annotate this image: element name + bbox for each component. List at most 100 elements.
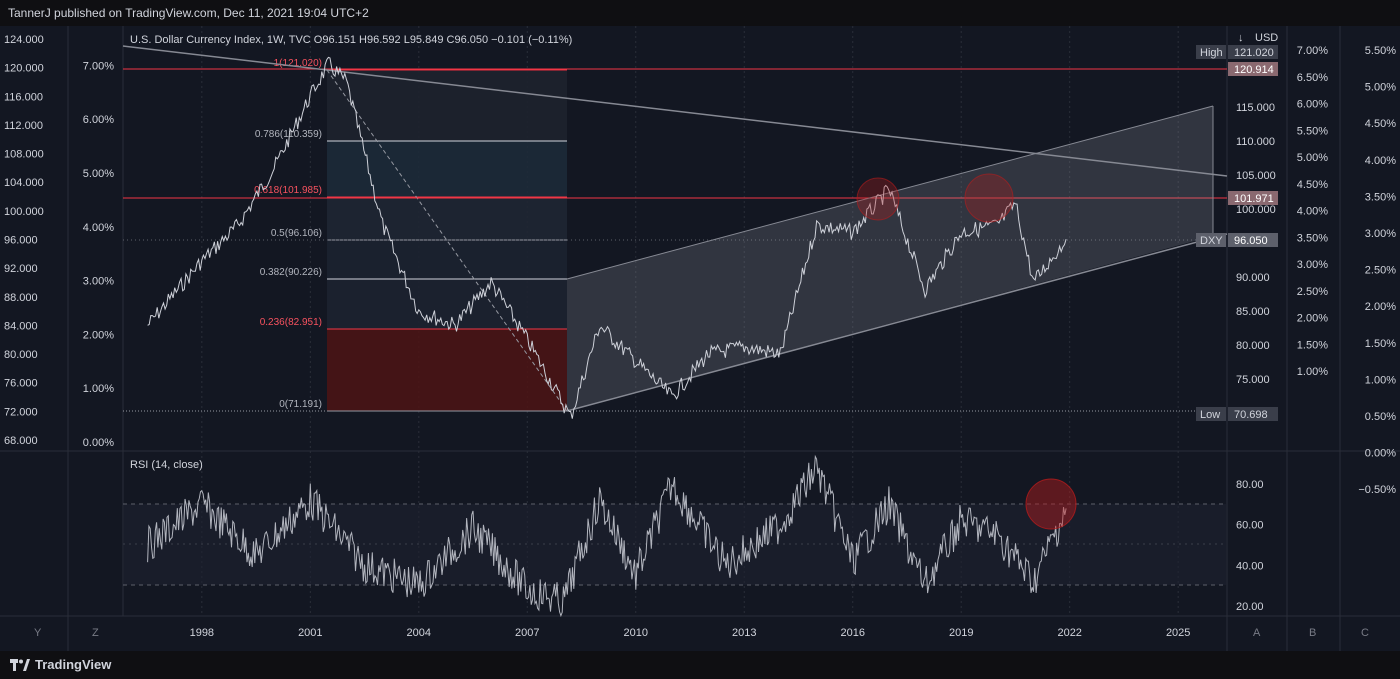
right-tick-label: 85.000 bbox=[1236, 306, 1270, 318]
left-tick-label: 100.000 bbox=[4, 206, 44, 218]
fib-label: 0.786(110.359) bbox=[255, 129, 322, 140]
fib-zone-lower bbox=[327, 279, 567, 329]
scale-y-button[interactable]: Y bbox=[34, 627, 42, 639]
right-pct2-label: 1.00% bbox=[1365, 374, 1396, 386]
time-tick-label: 2016 bbox=[840, 627, 864, 639]
right-pct2-label: 3.00% bbox=[1365, 228, 1396, 240]
auto-scale-button[interactable]: A bbox=[1253, 627, 1261, 639]
rsi-legend: RSI (14, close) bbox=[130, 459, 203, 471]
left-tick-label: 92.000 bbox=[4, 263, 38, 275]
left-tick-label: 112.000 bbox=[4, 120, 43, 132]
svg-text:96.050: 96.050 bbox=[1234, 235, 1268, 247]
high-tag: High 121.020 bbox=[1196, 45, 1278, 59]
fib-retracement: 1(121.020) 0.786(110.359) 0.618(101.985) 0.… bbox=[254, 58, 568, 412]
fib-label: 0(71.191) bbox=[279, 399, 322, 410]
fib-price-tag: 101.971 bbox=[1228, 191, 1278, 205]
chart-canvas[interactable]: 1(121.020) 0.786(110.359) 0.618(101.985) 0.… bbox=[0, 26, 1400, 651]
rsi-tick-label: 40.00 bbox=[1236, 560, 1264, 572]
scale-b-button[interactable]: B bbox=[1309, 627, 1316, 639]
right-percent-axis-1: 7.00% 6.50% 6.00% 5.50% 5.00% 4.50% 4.00% 3.50%… bbox=[1297, 45, 1328, 378]
fib-zone-bottom bbox=[327, 329, 567, 411]
rsi-axis: 80.00 60.00 40.00 20.00 bbox=[1236, 479, 1264, 613]
right-pct2-label: 3.50% bbox=[1365, 191, 1396, 203]
right-pct2-label: 2.50% bbox=[1365, 265, 1396, 277]
rising-channel bbox=[566, 105, 1228, 412]
scale-c-button[interactable]: C bbox=[1361, 627, 1369, 639]
left-price-axis: 124.000 120.000 116.000 112.000 108.000 104.0… bbox=[4, 34, 44, 447]
line-price-tag: 120.914 bbox=[1228, 62, 1278, 76]
rsi-highlight-circle bbox=[1025, 478, 1077, 530]
right-pct2-label: 0.00% bbox=[1365, 448, 1396, 460]
fib-label: 0.5(96.106) bbox=[271, 228, 322, 239]
right-tick-label: 75.000 bbox=[1236, 374, 1270, 386]
right-percent-axis-2: 5.50% 5.00% 4.50% 4.00% 3.50% 3.00% 2.50% 2.00%… bbox=[1358, 45, 1396, 496]
right-pct2-label: −0.50% bbox=[1358, 484, 1396, 496]
left-tick-label: 80.000 bbox=[4, 349, 38, 361]
left-tick-label: 104.000 bbox=[4, 177, 44, 189]
descending-trendline bbox=[122, 45, 1228, 177]
right-pct-label: 5.50% bbox=[1297, 125, 1328, 137]
tradingview-brand[interactable]: TradingView bbox=[10, 657, 111, 672]
left-pct-label: 0.00% bbox=[83, 437, 114, 449]
time-axis[interactable]: 1998 2001 2004 2007 2010 2013 2016 2019 2022 2025 bbox=[190, 627, 1191, 639]
right-tick-label: 105.000 bbox=[1236, 170, 1276, 182]
main-legend: U.S. Dollar Currency Index, 1W, TVC O96.… bbox=[130, 34, 572, 46]
time-tick-label: 2025 bbox=[1166, 627, 1190, 639]
svg-text:101.971: 101.971 bbox=[1234, 193, 1274, 205]
tradingview-logo-icon bbox=[10, 658, 30, 671]
right-tick-label: 115.000 bbox=[1236, 102, 1275, 114]
rsi-tick-label: 20.00 bbox=[1236, 601, 1264, 613]
scale-z-button[interactable]: Z bbox=[92, 627, 99, 639]
time-tick-label: 2013 bbox=[732, 627, 756, 639]
left-tick-label: 108.000 bbox=[4, 149, 44, 161]
left-tick-label: 124.000 bbox=[4, 34, 44, 46]
right-tick-label: 100.000 bbox=[1236, 204, 1276, 216]
fib-label: 1(121.020) bbox=[274, 58, 322, 69]
left-tick-label: 116.000 bbox=[4, 91, 43, 103]
time-tick-label: 2010 bbox=[624, 627, 648, 639]
right-pct2-label: 5.50% bbox=[1365, 45, 1396, 57]
fib-label: 0.382(90.226) bbox=[260, 267, 322, 278]
currency-label[interactable]: USD bbox=[1255, 32, 1278, 44]
right-pct-label: 2.50% bbox=[1297, 286, 1328, 298]
svg-text:DXY: DXY bbox=[1200, 235, 1223, 247]
left-pct-label: 1.00% bbox=[83, 383, 114, 395]
highlight-circle-2017 bbox=[856, 177, 900, 221]
rsi-pane bbox=[123, 454, 1227, 618]
right-pct2-label: 0.50% bbox=[1365, 411, 1396, 423]
left-pct-label: 4.00% bbox=[83, 222, 114, 234]
left-pct-label: 7.00% bbox=[83, 60, 114, 72]
footer-bar: TradingView bbox=[0, 651, 1400, 679]
right-price-axis[interactable]: 115.000110.000105.000100.00095.00090.000… bbox=[1236, 102, 1276, 386]
fib-zone-mid2 bbox=[327, 240, 567, 279]
dropdown-icon[interactable]: ↓ bbox=[1238, 32, 1244, 44]
right-pct-label: 5.00% bbox=[1297, 152, 1328, 164]
left-tick-label: 84.000 bbox=[4, 320, 38, 332]
left-percent-axis: 7.00% 6.00% 5.00% 4.00% 3.00% 2.00% 1.00% 0.00% bbox=[83, 60, 114, 449]
publish-info: TannerJ published on TradingView.com, De… bbox=[8, 6, 369, 20]
axis-separators bbox=[0, 26, 1400, 651]
symbol-price-tag: DXY 96.050 bbox=[1196, 233, 1278, 247]
left-pct-label: 5.00% bbox=[83, 168, 114, 180]
publish-header: TannerJ published on TradingView.com, De… bbox=[0, 0, 1400, 26]
fib-zone-top bbox=[327, 71, 567, 141]
svg-text:Low: Low bbox=[1200, 409, 1220, 421]
left-tick-label: 120.000 bbox=[4, 63, 44, 75]
left-pct-label: 2.00% bbox=[83, 329, 114, 341]
right-tick-label: 80.000 bbox=[1236, 340, 1270, 352]
right-tick-label: 110.000 bbox=[1236, 136, 1275, 148]
highlight-circle-2020 bbox=[964, 173, 1014, 223]
svg-text:120.914: 120.914 bbox=[1234, 64, 1274, 76]
time-tick-label: 2004 bbox=[407, 627, 431, 639]
time-tick-label: 1998 bbox=[190, 627, 214, 639]
left-tick-label: 96.000 bbox=[4, 235, 38, 247]
right-pct-label: 4.50% bbox=[1297, 179, 1328, 191]
svg-text:121.020: 121.020 bbox=[1234, 47, 1274, 59]
price-series bbox=[147, 56, 1067, 419]
right-pct-label: 1.00% bbox=[1297, 366, 1328, 378]
svg-text:High: High bbox=[1200, 47, 1223, 59]
right-pct-label: 3.00% bbox=[1297, 259, 1328, 271]
time-tick-label: 2007 bbox=[515, 627, 539, 639]
fib-zone-mid bbox=[327, 197, 567, 240]
right-pct2-label: 4.00% bbox=[1365, 155, 1396, 167]
